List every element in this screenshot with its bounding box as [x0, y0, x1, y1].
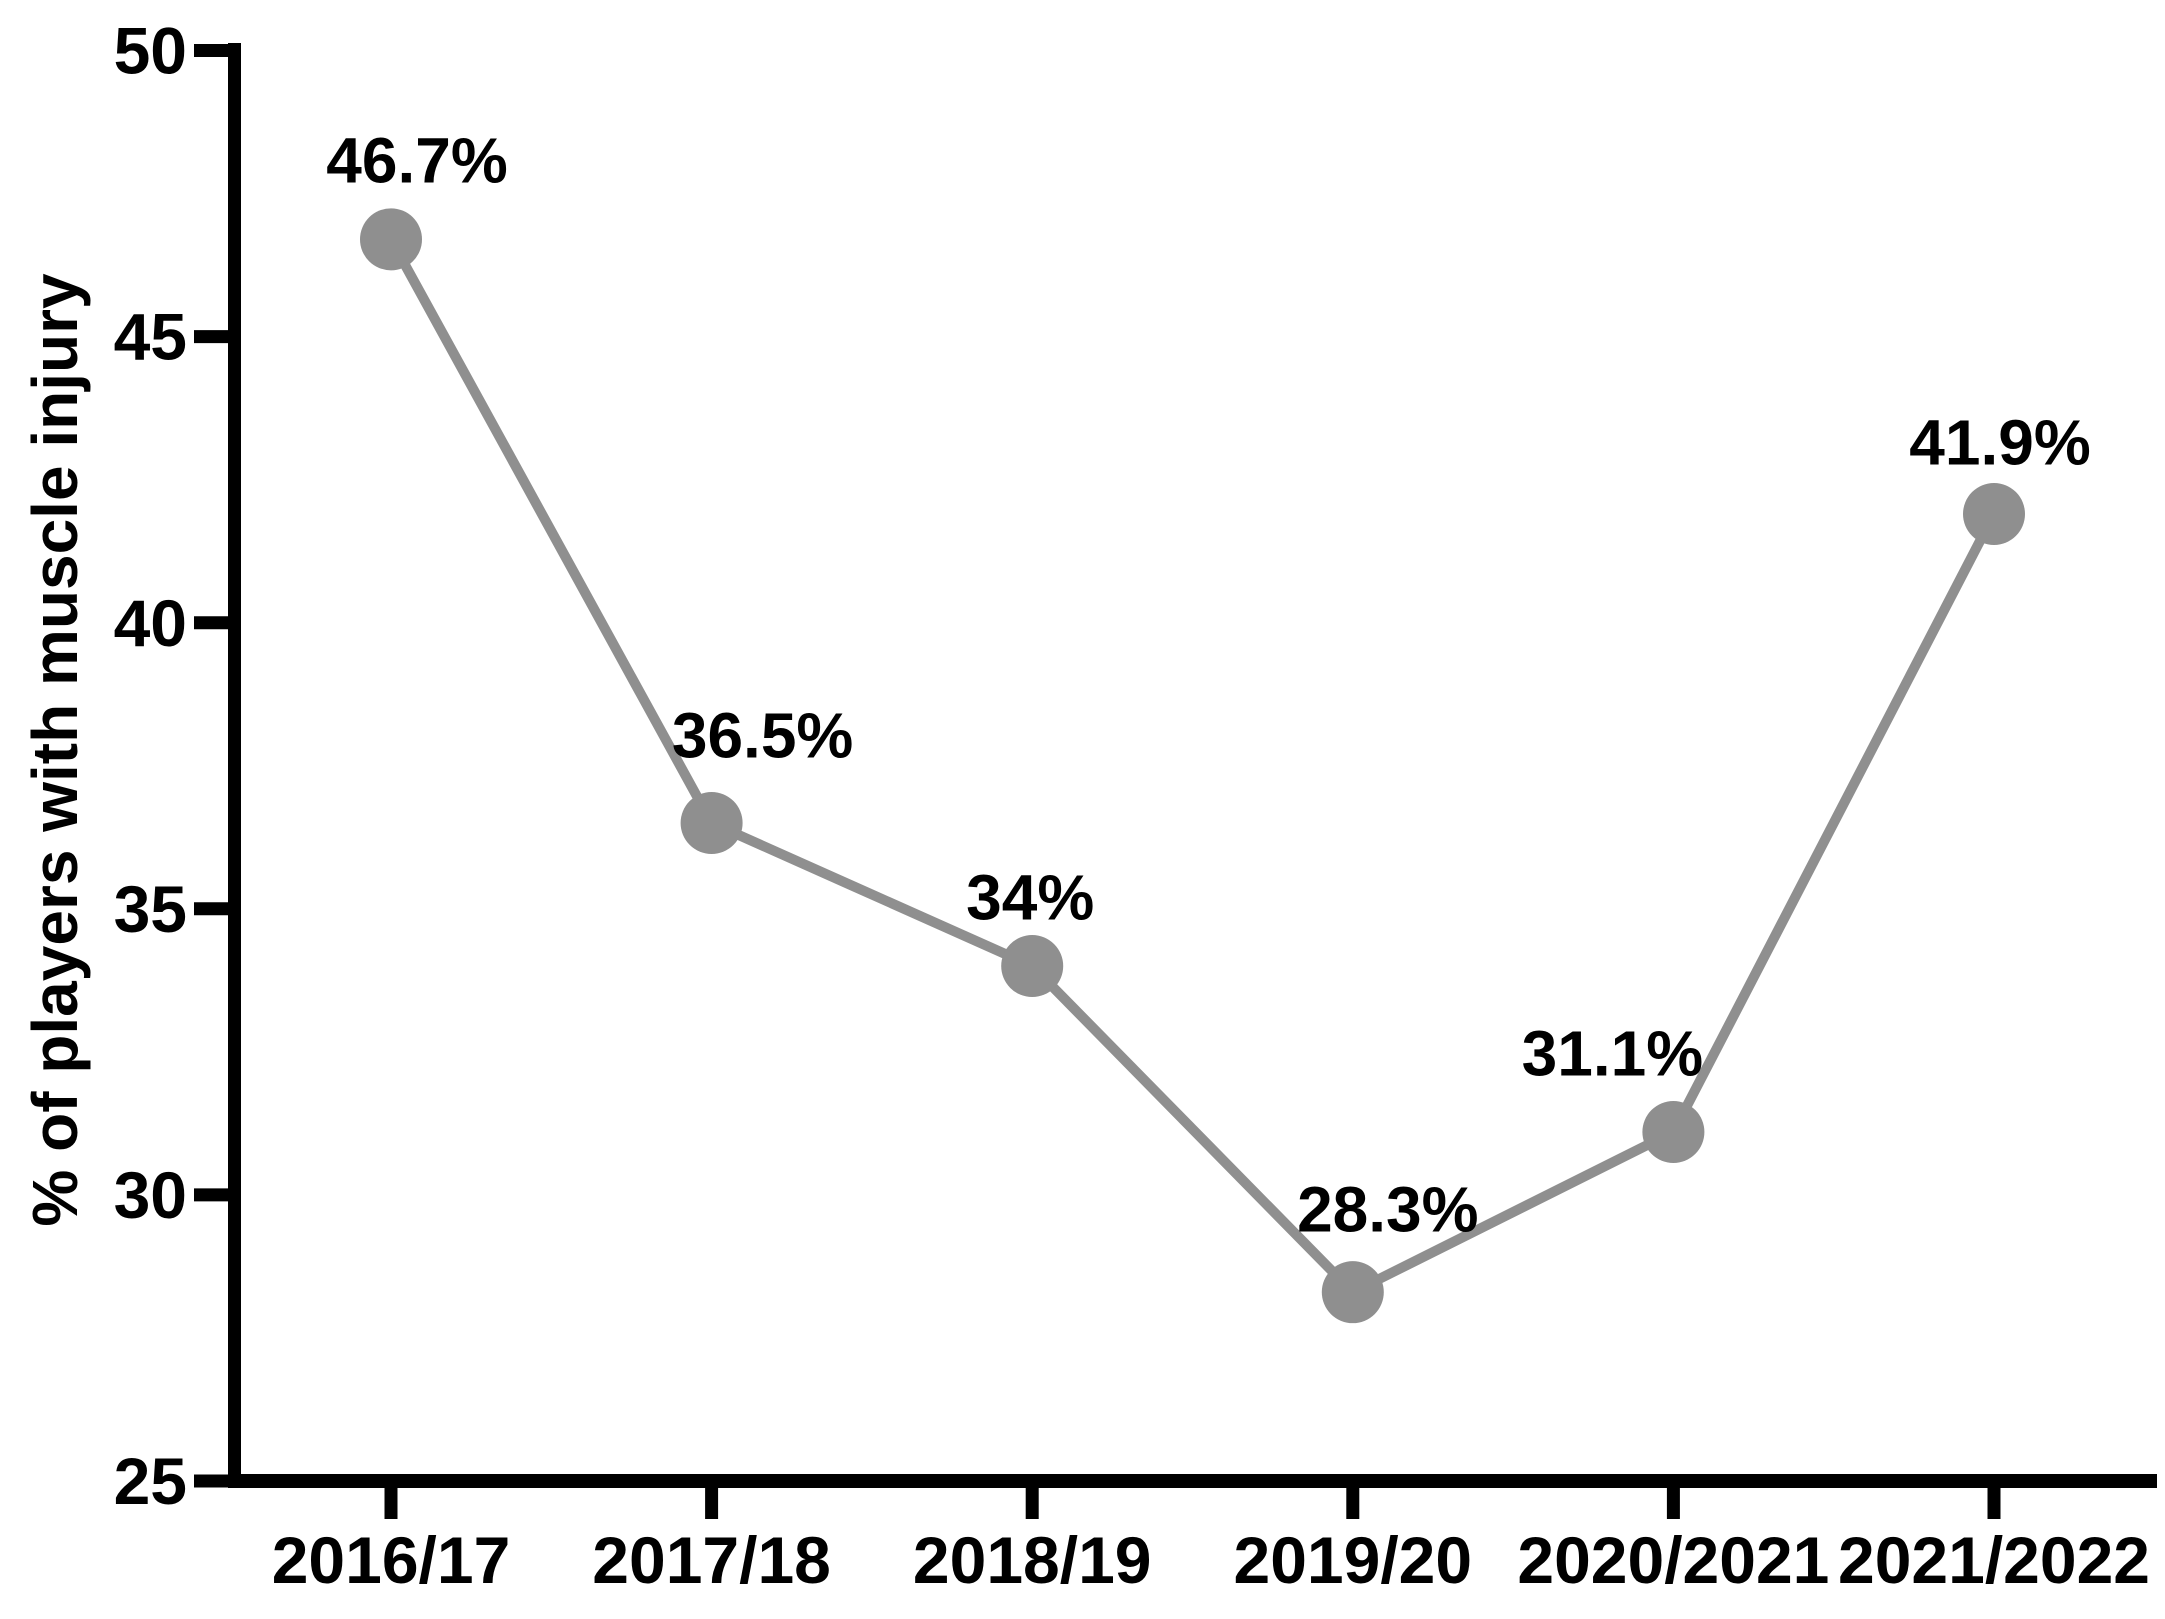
x-tick-label: 2020/2021	[1517, 1523, 1829, 1597]
y-tick-label: 35	[114, 872, 187, 946]
y-axis-title: % of players with muscle injury	[19, 273, 91, 1227]
x-tick-label: 2017/18	[592, 1523, 831, 1597]
series-polyline	[386, 234, 1999, 1298]
y-tick-label: 45	[114, 300, 187, 374]
x-tick-label: 2018/19	[913, 1523, 1152, 1597]
x-tick-label: 2021/2022	[1838, 1523, 2150, 1597]
data-point-label: 34%	[966, 861, 1094, 933]
data-point-marker	[360, 208, 422, 271]
x-tick-labels: 2016/17 2017/18 2018/19 2019/20 2020/2021 202…	[272, 1523, 2150, 1597]
data-point-label: 46.7%	[326, 125, 507, 197]
y-tick-label: 25	[114, 1444, 187, 1518]
series-markers	[360, 208, 2025, 1324]
x-tick-marks	[384, 1488, 2001, 1519]
series-line	[386, 234, 1999, 1298]
y-tick-label: 30	[114, 1158, 187, 1232]
y-tick-label: 50	[114, 14, 187, 88]
x-tick-label: 2016/17	[272, 1523, 511, 1597]
data-point-label: 28.3%	[1297, 1174, 1478, 1246]
data-point-marker	[1963, 482, 2025, 545]
data-point-marker	[1642, 1100, 1705, 1163]
y-tick-labels: 25 30 35 40 45 50	[114, 14, 187, 1518]
point-labels: 46.7% 36.5% 34% 28.3% 31.1% 41.9%	[326, 125, 2090, 1246]
y-tick-label: 40	[114, 586, 187, 660]
y-tick-marks	[194, 44, 235, 1488]
data-point-marker	[1321, 1261, 1384, 1324]
data-point-label: 36.5%	[672, 699, 853, 771]
data-point-label: 31.1%	[1522, 1017, 1703, 1089]
data-point-label: 41.9%	[1909, 406, 2090, 478]
data-point-marker	[680, 791, 743, 854]
data-point-marker	[1001, 935, 1064, 998]
x-tick-label: 2019/20	[1234, 1523, 1473, 1597]
